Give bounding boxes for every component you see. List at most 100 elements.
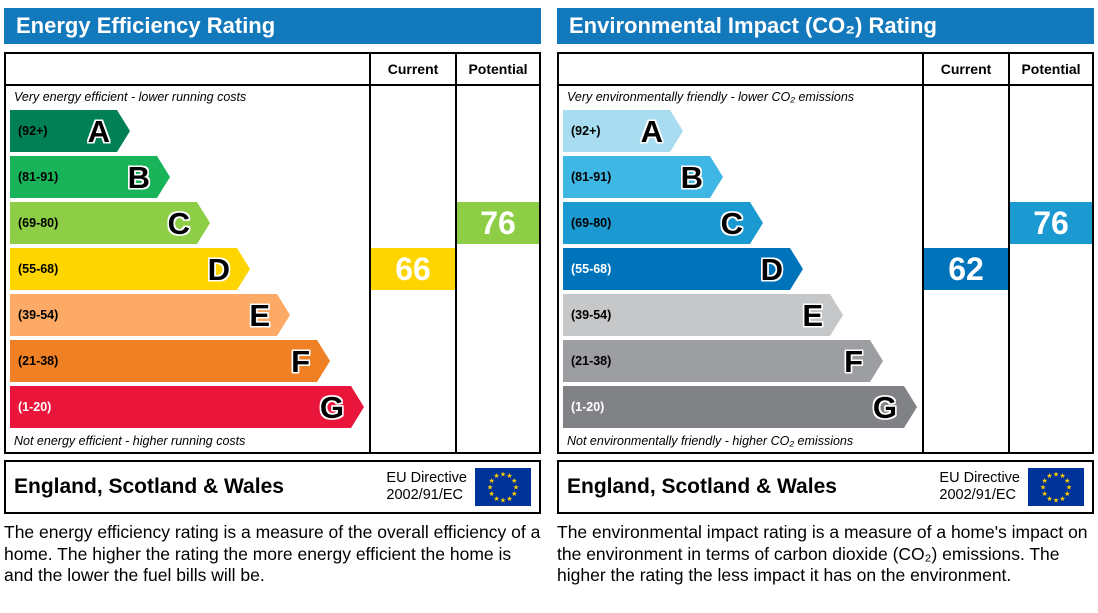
band-range-label: (21-38) [18,354,59,368]
potential-rating-indicator: 76 [457,202,539,244]
band-letter: C [167,205,190,241]
rating-band-d: (55-68) D [10,248,250,290]
svg-text:★: ★ [1046,472,1052,480]
current-column: 66 [369,86,455,452]
bottom-caption: Not energy efficient - higher running co… [14,434,246,448]
svg-text:★: ★ [489,490,495,498]
band-letter: A [87,113,110,149]
energy-efficiency-chart: Current Potential Very energy efficient … [4,52,541,454]
eu-flag-icon: ★ ★ ★★ ★★ ★★ ★★ ★★ [1028,468,1084,506]
top-caption: Very energy efficient - lower running co… [14,90,247,104]
footer: England, Scotland & Wales EU Directive 2… [557,460,1094,514]
svg-text:★: ★ [489,477,495,485]
rating-band-d: (55-68) D [563,248,803,290]
band-letter: G [319,389,344,425]
rating-band-g: (1-20) G [563,386,917,428]
band-range-label: (69-80) [571,216,612,230]
band-range-label: (1-20) [571,400,605,414]
current-rating-indicator: 62 [924,248,1008,290]
band-row: (39-54) E [559,292,922,338]
rating-bands: Very energy efficient - lower running co… [6,86,369,452]
svg-text:★: ★ [1046,495,1052,503]
svg-text:★: ★ [1064,490,1070,498]
energy-efficiency-title: Energy Efficiency Rating [4,8,541,44]
svg-text:★: ★ [500,497,506,505]
svg-text:★: ★ [1059,495,1065,503]
rating-band-g: (1-20) G [10,386,364,428]
rating-band-b: (81-91) B [10,156,170,198]
current-column: 62 [922,86,1008,452]
svg-text:★: ★ [511,490,517,498]
potential-column: 76 [1008,86,1092,452]
band-row: (69-80) C [6,200,369,246]
footer: England, Scotland & Wales EU Directive 2… [4,460,541,514]
bottom-caption: Not environmentally friendly - higher CO… [567,434,854,448]
svg-text:★: ★ [506,472,512,480]
band-row: (69-80) C [559,200,922,246]
potential-rating-indicator: 76 [1010,202,1092,244]
corner-cell [6,54,369,86]
svg-text:★: ★ [493,472,499,480]
rating-band-e: (39-54) E [563,294,843,336]
band-row: (21-38) F [559,338,922,384]
energy-efficiency-panel: Energy Efficiency Rating Current Potenti… [4,8,541,587]
band-range-label: (21-38) [571,354,612,368]
current-column-header: Current [369,54,455,86]
band-row: (81-91) B [559,154,922,200]
environmental-impact-description: The environmental impact rating is a mea… [557,522,1088,586]
svg-text:★: ★ [1053,471,1059,479]
svg-text:★: ★ [500,471,506,479]
svg-text:★: ★ [1053,497,1059,505]
band-letter: B [127,159,150,195]
svg-text:★: ★ [1059,472,1065,480]
environmental-impact-panel: Environmental Impact (CO₂) Rating Curren… [557,8,1094,587]
band-letter: G [872,389,897,425]
rating-band-a: (92+) A [10,110,130,152]
rating-band-a: (92+) A [563,110,683,152]
epc-page: Energy Efficiency Rating Current Potenti… [4,8,1094,587]
rating-band-f: (21-38) F [563,340,883,382]
current-column-header: Current [922,54,1008,86]
environmental-impact-chart: Current Potential Very environmentally f… [557,52,1094,454]
band-range-label: (92+) [18,124,48,138]
band-row: (55-68) D [6,246,369,292]
rating-bands: Very environmentally friendly - lower CO… [559,86,922,452]
svg-text:★: ★ [1042,490,1048,498]
corner-cell [559,54,922,86]
region-label: England, Scotland & Wales [14,475,284,498]
band-row: (1-20) G [559,384,922,430]
band-row: (21-38) F [6,338,369,384]
band-letter: B [680,159,703,195]
rating-band-c: (69-80) C [10,202,210,244]
svg-text:★: ★ [1064,477,1070,485]
band-row: (81-91) B [6,154,369,200]
svg-text:★: ★ [487,484,493,492]
eu-directive-label: EU Directive 2002/91/EC [939,470,1020,503]
svg-text:★: ★ [511,477,517,485]
rating-band-c: (69-80) C [563,202,763,244]
band-range-label: (81-91) [18,170,59,184]
rating-band-b: (81-91) B [563,156,723,198]
svg-text:★: ★ [1066,484,1072,492]
band-letter: E [802,297,823,333]
rating-band-e: (39-54) E [10,294,290,336]
region-label: England, Scotland & Wales [567,475,837,498]
rating-band-f: (21-38) F [10,340,330,382]
band-letter: C [720,205,743,241]
band-row: (39-54) E [6,292,369,338]
band-range-label: (55-68) [18,262,59,276]
potential-column-header: Potential [1008,54,1092,86]
svg-text:★: ★ [1040,484,1046,492]
band-row: (1-20) G [6,384,369,430]
band-range-label: (39-54) [18,308,59,322]
band-row: (55-68) D [559,246,922,292]
potential-column: 76 [455,86,539,452]
potential-column-header: Potential [455,54,539,86]
svg-text:★: ★ [1042,477,1048,485]
band-range-label: (92+) [571,124,601,138]
band-range-label: (69-80) [18,216,59,230]
band-letter: F [291,343,310,379]
svg-text:★: ★ [493,495,499,503]
eu-directive-label: EU Directive 2002/91/EC [386,470,467,503]
environmental-impact-title: Environmental Impact (CO₂) Rating [557,8,1094,44]
